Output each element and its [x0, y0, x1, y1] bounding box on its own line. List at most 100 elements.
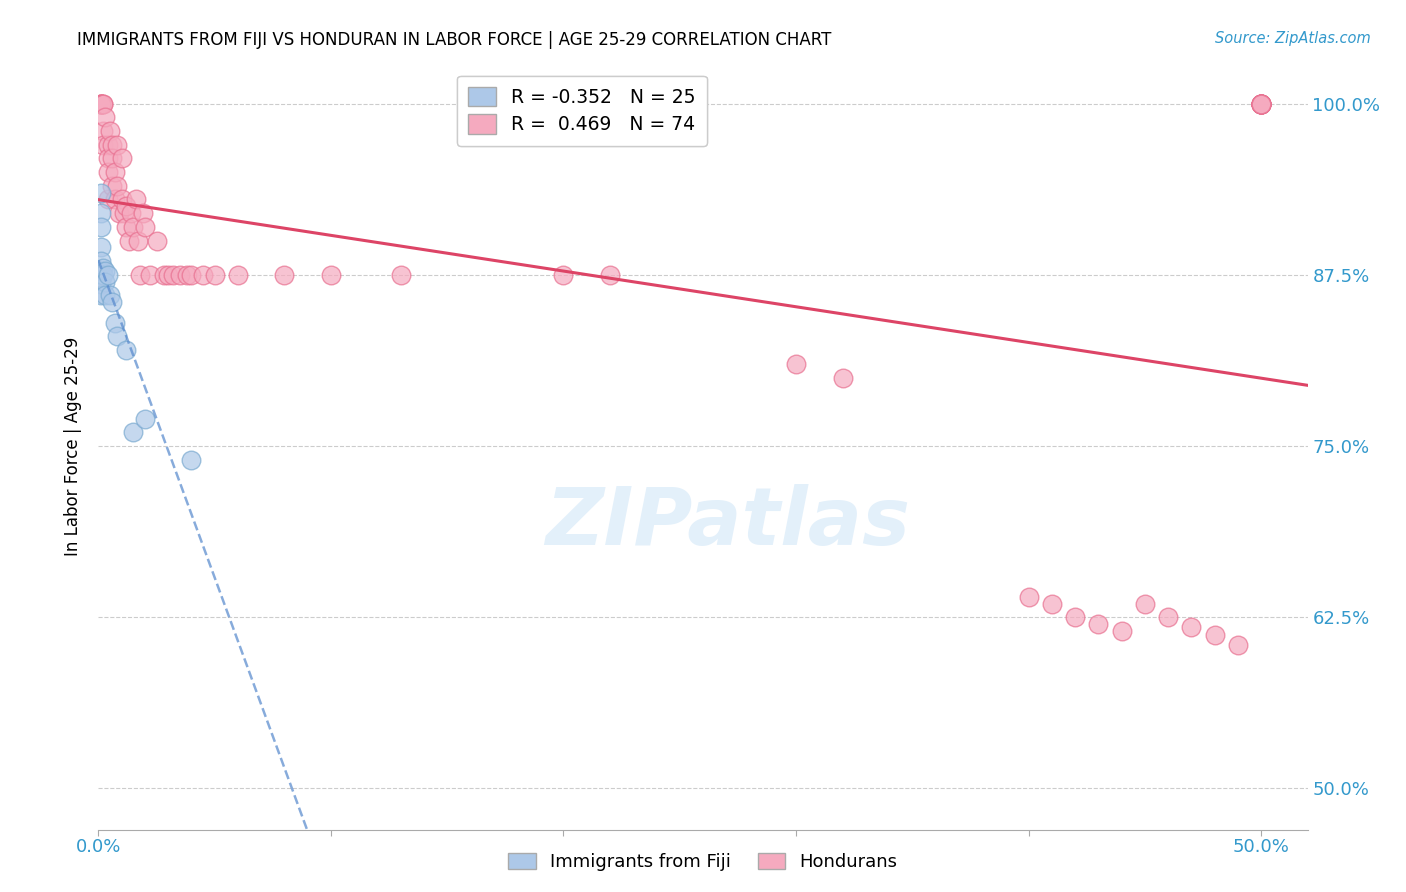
Point	[1040, 597, 1063, 611]
Point	[97, 152, 120, 166]
Point	[98, 124, 121, 138]
Point	[94, 275, 117, 289]
Point	[389, 268, 412, 282]
Point	[101, 178, 124, 193]
Point	[319, 268, 342, 282]
Point	[1250, 96, 1272, 111]
Point	[90, 96, 112, 111]
Point	[1250, 96, 1272, 111]
Point	[131, 206, 153, 220]
Point	[90, 186, 112, 200]
Point	[98, 288, 121, 302]
Point	[94, 288, 117, 302]
Point	[1250, 96, 1272, 111]
Point	[91, 96, 114, 111]
Point	[104, 316, 127, 330]
Point	[90, 263, 112, 277]
Point	[169, 268, 191, 282]
Point	[122, 425, 145, 440]
Point	[138, 268, 160, 282]
Point	[101, 295, 124, 310]
Point	[90, 268, 112, 282]
Point	[94, 263, 117, 277]
Point	[90, 240, 112, 254]
Point	[91, 96, 114, 111]
Point	[191, 268, 214, 282]
Point	[105, 178, 128, 193]
Point	[553, 268, 575, 282]
Point	[1250, 96, 1272, 111]
Point	[94, 110, 117, 124]
Point	[1018, 590, 1040, 604]
Point	[101, 152, 124, 166]
Point	[1250, 96, 1272, 111]
Point	[1111, 624, 1133, 638]
Point	[90, 277, 112, 292]
Point	[115, 199, 138, 213]
Point	[1250, 96, 1272, 111]
Point	[1064, 610, 1087, 624]
Point	[134, 411, 156, 425]
Point	[1250, 96, 1272, 111]
Point	[129, 268, 152, 282]
Point	[273, 268, 295, 282]
Point	[115, 219, 138, 234]
Point	[831, 370, 853, 384]
Point	[204, 268, 226, 282]
Text: ZIPatlas: ZIPatlas	[544, 483, 910, 562]
Point	[90, 219, 112, 234]
Point	[1250, 96, 1272, 111]
Point	[115, 343, 138, 358]
Y-axis label: In Labor Force | Age 25-29: In Labor Force | Age 25-29	[65, 336, 83, 556]
Point	[1204, 628, 1226, 642]
Point	[91, 260, 114, 275]
Point	[1250, 96, 1272, 111]
Legend: R = -0.352   N = 25, R =  0.469   N = 74: R = -0.352 N = 25, R = 0.469 N = 74	[457, 76, 707, 145]
Point	[90, 206, 112, 220]
Text: IMMIGRANTS FROM FIJI VS HONDURAN IN LABOR FORCE | AGE 25-29 CORRELATION CHART: IMMIGRANTS FROM FIJI VS HONDURAN IN LABO…	[77, 31, 832, 49]
Text: 50.0%: 50.0%	[1233, 838, 1289, 855]
Point	[127, 234, 149, 248]
Point	[97, 165, 120, 179]
Point	[108, 206, 131, 220]
Point	[599, 268, 621, 282]
Point	[226, 268, 249, 282]
Point	[124, 193, 146, 207]
Point	[111, 152, 134, 166]
Point	[785, 357, 807, 371]
Point	[120, 206, 142, 220]
Point	[1226, 638, 1249, 652]
Text: Source: ZipAtlas.com: Source: ZipAtlas.com	[1215, 31, 1371, 46]
Point	[105, 329, 128, 343]
Point	[1133, 597, 1156, 611]
Point	[91, 137, 114, 152]
Point	[134, 219, 156, 234]
Legend: Immigrants from Fiji, Hondurans: Immigrants from Fiji, Hondurans	[502, 846, 904, 879]
Point	[97, 268, 120, 282]
Point	[90, 96, 112, 111]
Point	[91, 268, 114, 282]
Point	[180, 452, 202, 467]
Point	[90, 254, 112, 268]
Point	[112, 206, 135, 220]
Point	[118, 234, 141, 248]
Point	[90, 96, 112, 111]
Point	[90, 268, 112, 282]
Point	[1157, 610, 1180, 624]
Point	[104, 165, 127, 179]
Point	[101, 137, 124, 152]
Point	[152, 268, 174, 282]
Point	[111, 193, 134, 207]
Point	[180, 268, 202, 282]
Point	[104, 193, 127, 207]
Point	[1180, 620, 1202, 634]
Point	[157, 268, 180, 282]
Text: 0.0%: 0.0%	[76, 838, 121, 855]
Point	[90, 96, 112, 111]
Point	[176, 268, 198, 282]
Point	[145, 234, 167, 248]
Point	[162, 268, 184, 282]
Point	[97, 137, 120, 152]
Point	[105, 137, 128, 152]
Point	[122, 219, 145, 234]
